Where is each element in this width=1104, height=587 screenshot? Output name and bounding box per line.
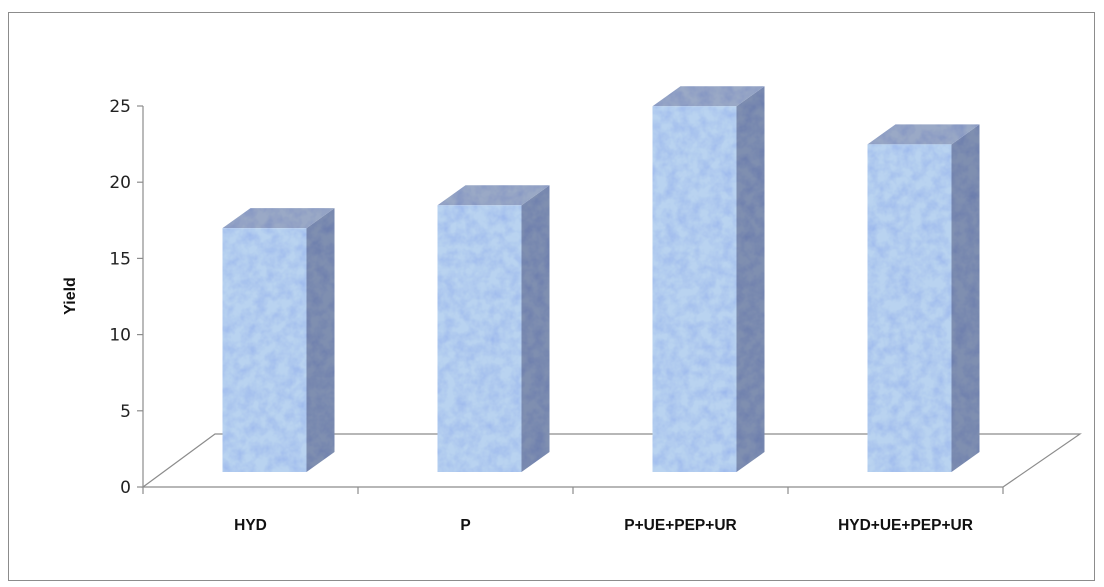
bar-side-face	[521, 185, 550, 473]
bar-top-face	[437, 185, 550, 206]
bars	[222, 86, 980, 473]
y-tick-label: 15	[109, 249, 131, 269]
y-tick-label: 10	[109, 326, 131, 346]
bar-top-face	[867, 124, 980, 145]
y-tick-label: 0	[120, 478, 131, 498]
bar-top-face	[652, 86, 765, 107]
bar-front-face	[652, 106, 737, 473]
chart-floor	[141, 433, 1082, 488]
bar-side-face	[306, 208, 335, 472]
bar	[437, 185, 550, 473]
bar-side-face	[951, 124, 980, 472]
bar-front-face	[437, 205, 522, 473]
bar	[222, 208, 335, 472]
bar	[652, 86, 765, 473]
y-tick-label: 20	[109, 173, 131, 193]
y-tick-label: 5	[120, 402, 131, 422]
axes: 0 5 10 15 20 25	[109, 97, 1004, 498]
x-category-label: P	[460, 517, 470, 534]
y-tick-label: 25	[109, 97, 131, 117]
y-axis-title: Yield	[62, 277, 79, 315]
bar-front-face	[222, 228, 307, 472]
x-category-label: HYD+UE+PEP+UR	[838, 517, 973, 534]
bar	[867, 124, 980, 472]
x-category-label: P+UE+PEP+UR	[624, 517, 736, 534]
bar-front-face	[867, 144, 952, 472]
floor-outline	[141, 433, 1082, 488]
bar-side-face	[736, 86, 765, 473]
bar-top-face	[222, 208, 335, 229]
labels: HYD P P+UE+PEP+UR HYD+UE+PEP+UR Yield	[62, 277, 973, 534]
x-category-label: HYD	[234, 517, 267, 534]
